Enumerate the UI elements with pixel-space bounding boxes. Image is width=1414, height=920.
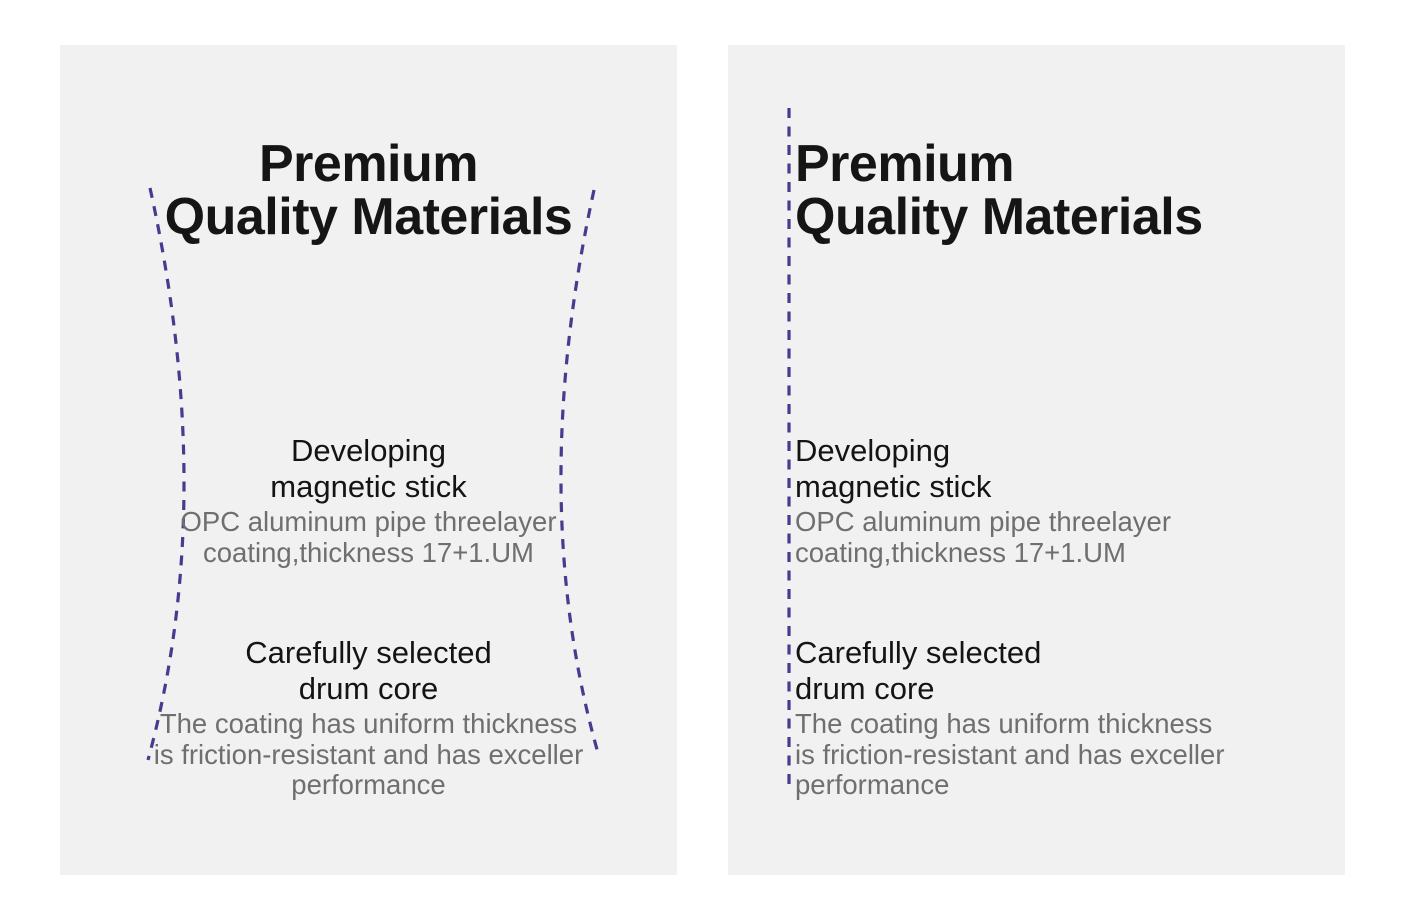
centered-text-panel: Premium Quality Materials Developing mag…	[60, 45, 677, 875]
feature-description: OPC aluminum pipe threelayer coating,thi…	[795, 506, 1172, 568]
feature-title: Developing magnetic stick	[795, 433, 992, 504]
feature-section: Developing magnetic stick OPC aluminum p…	[60, 433, 677, 568]
feature-title: Developing magnetic stick	[270, 433, 467, 504]
feature-section: Carefully selected drum core The coating…	[795, 635, 1329, 801]
feature-description: The coating has uniform thickness is fri…	[795, 708, 1225, 800]
feature-section: Developing magnetic stick OPC aluminum p…	[795, 433, 1329, 568]
panel-heading: Premium Quality Materials	[164, 134, 573, 246]
feature-section: Carefully selected drum core The coating…	[60, 635, 677, 801]
panel-heading: Premium Quality Materials	[795, 134, 1203, 246]
left-aligned-text-panel: Premium Quality Materials Developing mag…	[728, 45, 1345, 875]
feature-title: Carefully selected drum core	[795, 635, 1042, 706]
feature-title: Carefully selected drum core	[245, 635, 492, 706]
feature-description: OPC aluminum pipe threelayer coating,thi…	[180, 506, 557, 568]
feature-description: The coating has uniform thickness is fri…	[153, 708, 584, 800]
